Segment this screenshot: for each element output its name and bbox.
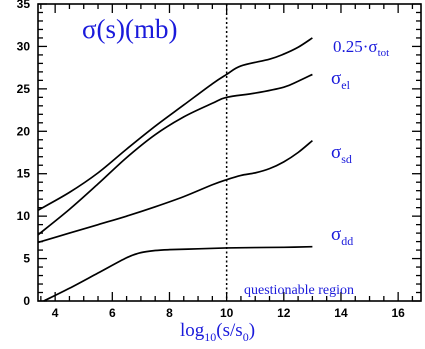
y-tick-label: 10 bbox=[17, 209, 31, 223]
x-axis-label-main: log bbox=[180, 320, 205, 341]
x-axis-label-sub1: 10 bbox=[204, 330, 216, 344]
y-tick-label: 35 bbox=[17, 0, 31, 11]
series-label-single-diffractive-main: σ bbox=[331, 142, 341, 163]
x-axis-label: log10(s/s0) bbox=[180, 320, 255, 344]
series-label-elastic-main: σ bbox=[331, 68, 341, 89]
x-tick-label: 8 bbox=[166, 306, 173, 320]
questionable-region-label: questionable region bbox=[244, 283, 354, 298]
x-axis-label-sub2: 0 bbox=[243, 330, 249, 344]
x-tick-label: 10 bbox=[220, 306, 234, 320]
y-tick-label: 5 bbox=[23, 252, 30, 266]
y-tick-label: 15 bbox=[17, 167, 31, 181]
series-label-elastic: σel bbox=[331, 68, 351, 92]
series-label-total-sub: tot bbox=[378, 47, 390, 59]
axis-tick-labels: 4 6 8 10 12 14 16 0 5 10 15 20 25 30 35 bbox=[17, 0, 405, 320]
curve-single-diffractive bbox=[37, 139, 313, 244]
series-label-single-diffractive-sub: sd bbox=[341, 152, 352, 166]
x-tick-label: 12 bbox=[277, 306, 291, 320]
series-label-single-diffractive: σsd bbox=[331, 142, 352, 166]
series-label-double-diffractive-main: σ bbox=[331, 224, 341, 245]
y-tick-label: 0 bbox=[23, 294, 30, 308]
x-tick-label: 14 bbox=[334, 306, 348, 320]
series-label-total-main: 0.25·σ bbox=[333, 37, 378, 56]
axis-ticks bbox=[38, 3, 421, 302]
series-label-elastic-sub: el bbox=[341, 78, 350, 92]
curve-elastic bbox=[37, 73, 313, 236]
x-tick-label: 4 bbox=[52, 306, 59, 320]
curve-total bbox=[37, 37, 313, 211]
x-axis-label-end: ) bbox=[249, 320, 255, 341]
plot-frame bbox=[37, 3, 422, 302]
x-axis-label-mid: (s/s bbox=[216, 320, 242, 341]
y-tick-label: 30 bbox=[17, 39, 31, 53]
x-tick-label: 16 bbox=[391, 306, 405, 320]
y-tick-label: 25 bbox=[17, 82, 31, 96]
series-label-total: 0.25·σtot bbox=[333, 37, 389, 59]
series-curves bbox=[37, 37, 313, 302]
series-labels: 0.25·σtot σel σsd σdd bbox=[331, 37, 389, 248]
x-tick-label: 6 bbox=[109, 306, 116, 320]
curve-double-diffractive bbox=[43, 245, 313, 302]
series-label-double-diffractive-sub: dd bbox=[341, 234, 353, 248]
series-label-double-diffractive: σdd bbox=[331, 224, 353, 248]
chart-title: σ(s)(mb) bbox=[82, 14, 178, 44]
y-tick-label: 20 bbox=[17, 124, 31, 138]
